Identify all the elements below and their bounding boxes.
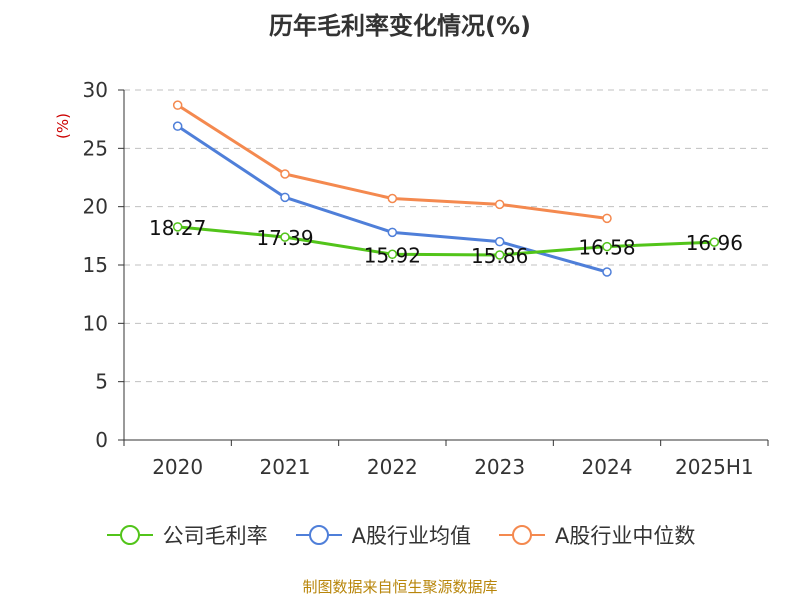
- x-tick-label: 2020: [152, 455, 203, 479]
- data-point: [494, 199, 505, 210]
- data-label: 15.86: [471, 244, 528, 268]
- series-line-1: [177, 225, 715, 257]
- chart-title: 历年毛利率变化情况(%): [269, 12, 531, 40]
- data-point: [602, 213, 612, 224]
- x-tick-label: 2023: [474, 455, 525, 479]
- data-point: [387, 193, 398, 204]
- y-tick-label: 30: [83, 78, 108, 102]
- x-tick-label: 2022: [367, 455, 418, 479]
- data-point: [387, 227, 398, 238]
- legend-swatch-icon: [499, 525, 545, 545]
- y-tick-label: 15: [83, 253, 108, 277]
- legend-swatch-icon: [106, 525, 153, 545]
- y-tick-label: 25: [83, 136, 108, 160]
- data-point: [172, 100, 183, 110]
- legend-item[interactable]: A股行业中位数: [497, 520, 695, 550]
- y-tick-label: 20: [83, 195, 108, 219]
- legend-label: A股行业中位数: [555, 524, 696, 548]
- legend-label: A股行业均值: [351, 524, 471, 548]
- data-point: [280, 192, 290, 203]
- legend-item[interactable]: A股行业均值: [294, 520, 471, 550]
- legend-swatch-icon: [295, 525, 342, 545]
- y-axis-label: (%): [54, 113, 72, 139]
- legend-item[interactable]: 公司毛利率: [105, 520, 268, 550]
- data-label: 16.96: [686, 231, 743, 255]
- data-point: [280, 169, 290, 179]
- data-label: 18.27: [149, 216, 206, 240]
- data-point: [602, 241, 612, 252]
- data-label: 17.39: [256, 226, 313, 250]
- data-point: [494, 236, 505, 247]
- data-point: [172, 121, 183, 131]
- data-label: 16.58: [578, 236, 635, 260]
- data-point: [709, 237, 720, 247]
- chart-legend: 公司毛利率 A股行业均值 A股行业中位数: [0, 520, 800, 550]
- y-tick-label: 5: [95, 370, 108, 394]
- data-point: [387, 249, 398, 260]
- source-note: 制图数据来自恒生聚源数据库: [302, 578, 498, 596]
- y-tick-label: 0: [95, 428, 108, 452]
- data-point: [494, 250, 505, 260]
- x-tick-label: 2021: [260, 455, 311, 479]
- x-tick-label: 2024: [582, 455, 633, 479]
- legend-label: 公司毛利率: [162, 524, 268, 548]
- data-point: [280, 232, 290, 242]
- data-point: [602, 267, 612, 277]
- data-point: [172, 222, 183, 232]
- y-tick-label: 10: [83, 311, 108, 335]
- data-label: 15.92: [364, 243, 421, 267]
- x-tick-label: 2025H1: [675, 455, 754, 479]
